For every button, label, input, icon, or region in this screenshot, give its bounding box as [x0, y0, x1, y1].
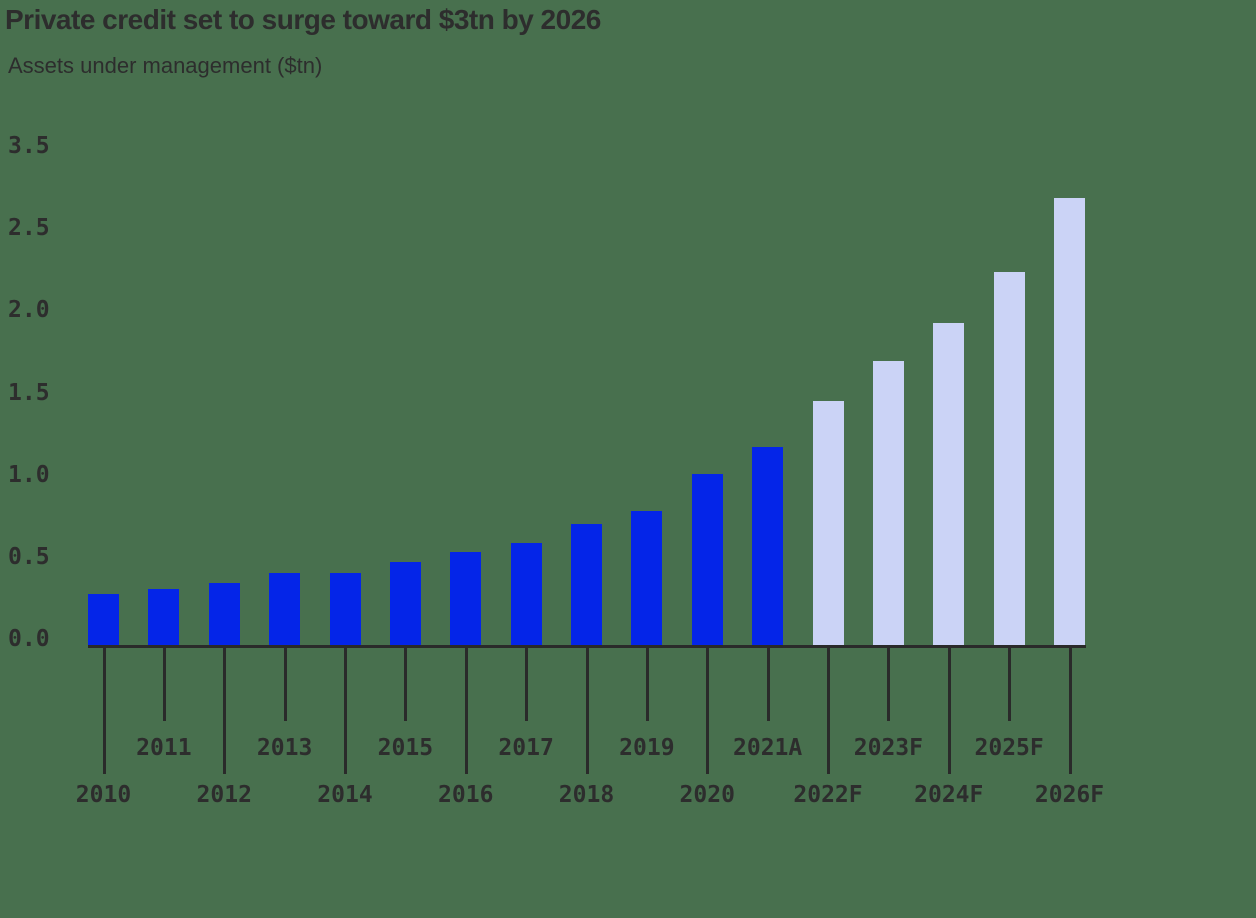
x-axis-baseline — [88, 645, 1086, 648]
bar-2023f — [872, 361, 904, 647]
x-tick-2012 — [223, 648, 227, 774]
x-tick-2019 — [645, 648, 649, 721]
bar-2015 — [389, 562, 421, 647]
x-tick-2020 — [706, 648, 710, 774]
bar-2017 — [510, 543, 542, 647]
x-label-2014: 2014 — [317, 782, 373, 808]
x-slot-2013: 2013 — [257, 648, 312, 818]
bar-2010 — [88, 594, 119, 647]
x-slot-2025f: 2025F — [975, 648, 1044, 818]
y-label-3.5: 3.5 — [8, 133, 50, 160]
bar-2013 — [269, 573, 301, 647]
x-label-2010: 2010 — [75, 782, 132, 808]
x-slot-2024f: 2024F — [914, 648, 983, 818]
x-label-2023f: 2023F — [853, 735, 923, 761]
y-label-1.0: 1.0 — [8, 461, 50, 488]
x-label-2024f: 2024F — [914, 782, 984, 808]
y-label-0.0: 0.0 — [8, 626, 50, 652]
bar-2020 — [691, 474, 723, 647]
x-label-2012: 2012 — [196, 782, 252, 808]
x-tick-2018 — [585, 648, 589, 774]
x-label-2026f: 2026F — [1034, 782, 1105, 808]
x-tick-2021a — [766, 648, 770, 721]
x-label-2018: 2018 — [558, 782, 615, 808]
x-slot-2026f: 2026F — [1035, 648, 1104, 818]
x-tick-2015 — [404, 648, 408, 721]
x-tick-2023f — [887, 648, 891, 721]
x-tick-2013 — [283, 648, 287, 721]
bar-2018 — [571, 524, 602, 647]
x-label-2011: 2011 — [136, 735, 192, 761]
x-tick-2014 — [344, 648, 347, 774]
x-slot-2018: 2018 — [559, 648, 614, 818]
x-label-2025f: 2025F — [974, 735, 1044, 761]
bar-2016 — [450, 552, 482, 647]
plot-area — [88, 130, 1085, 647]
bar-2022f — [812, 401, 844, 647]
x-tick-2022f — [827, 648, 830, 774]
x-slot-2010: 2010 — [76, 648, 131, 818]
x-label-2021a: 2021A — [733, 735, 803, 761]
x-slot-2022f: 2022F — [793, 648, 863, 818]
x-tick-2024f — [947, 648, 951, 774]
chart-subtitle: Assets under management ($tn) — [8, 53, 323, 78]
bar-2026f — [1054, 198, 1085, 647]
bar-2019 — [631, 511, 663, 647]
x-slot-2016: 2016 — [438, 648, 493, 818]
x-slot-2017: 2017 — [498, 648, 554, 818]
x-slot-2015: 2015 — [378, 648, 433, 818]
x-slot-2019: 2019 — [619, 648, 675, 818]
bar-2014 — [329, 573, 361, 647]
y-label-1.5: 1.5 — [8, 379, 50, 406]
x-axis: 2010 2011 2012 2013 2014 2015 2016 2017 2018 2019… — [76, 648, 1104, 818]
x-label-2015: 2015 — [377, 735, 434, 761]
x-label-2019: 2019 — [619, 735, 675, 761]
x-slot-2021a: 2021A — [733, 648, 802, 818]
x-tick-2017 — [525, 648, 529, 721]
x-label-2022f: 2022F — [793, 782, 863, 808]
x-label-2016: 2016 — [438, 782, 494, 808]
bar-2011 — [148, 589, 180, 647]
x-tick-2011 — [162, 648, 166, 721]
bar-2025f — [993, 272, 1025, 647]
x-tick-2010 — [102, 648, 106, 774]
x-slot-2014: 2014 — [317, 648, 373, 818]
x-label-2017: 2017 — [498, 735, 554, 761]
x-slot-2011: 2011 — [136, 648, 192, 818]
x-label-2020: 2020 — [679, 782, 735, 808]
y-label-0.5: 0.5 — [8, 543, 50, 570]
x-tick-2026f — [1068, 648, 1072, 774]
y-label-2.0: 2.0 — [8, 297, 50, 324]
x-label-2013: 2013 — [256, 735, 313, 761]
chart-title: Private credit set to surge toward $3tn … — [5, 4, 601, 35]
bar-2012 — [208, 583, 240, 647]
x-slot-2020: 2020 — [680, 648, 735, 818]
x-tick-2025f — [1008, 648, 1012, 721]
x-slot-2023f: 2023F — [854, 648, 923, 818]
x-slot-2012: 2012 — [197, 648, 252, 818]
x-tick-2016 — [464, 648, 468, 774]
bar-2021a — [752, 447, 784, 647]
bar-2024f — [933, 323, 965, 647]
y-label-2.5: 2.5 — [8, 215, 50, 242]
